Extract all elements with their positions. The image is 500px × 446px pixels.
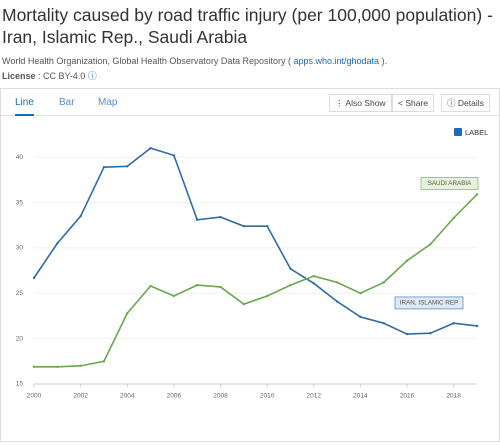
- y-tick-label: 15: [16, 381, 24, 388]
- x-tick-label: 2006: [167, 393, 182, 400]
- x-tick-label: 2008: [213, 393, 228, 400]
- data-point: [475, 324, 479, 328]
- y-tick-label: 20: [16, 335, 24, 342]
- data-point: [102, 360, 106, 363]
- data-point: [382, 322, 385, 325]
- data-point: [359, 315, 362, 319]
- data-point: [335, 300, 339, 303]
- series-line: [33, 147, 478, 335]
- tab-bar: Line Bar Map ⋮ Also Show < Share ⓘ Detai…: [1, 89, 499, 116]
- data-point: [196, 283, 199, 287]
- data-point: [359, 292, 362, 295]
- tab[interactable]: Map: [98, 97, 118, 108]
- license-label: License: [2, 71, 36, 81]
- button-label: Details: [457, 98, 484, 108]
- data-point: [312, 282, 315, 285]
- series-line: [34, 193, 478, 368]
- data-point: [289, 267, 292, 270]
- series-label: IRAN, ISLAMIC REP: [394, 296, 464, 310]
- data-point: [126, 165, 129, 168]
- series-label-text: IRAN, ISLAMIC REP: [400, 300, 458, 307]
- series-label-box: [420, 177, 479, 190]
- data-point: [102, 165, 106, 169]
- x-tick-label: 2018: [446, 393, 461, 400]
- button[interactable]: ⋮ Also Show: [329, 94, 392, 112]
- x-tick-label: 2002: [73, 393, 88, 400]
- y-tick-label: 35: [16, 199, 24, 206]
- source: World Health Organization, Global Health…: [2, 56, 291, 66]
- x-tick-label: 2000: [27, 393, 42, 400]
- data-point: [172, 294, 176, 298]
- data-point: [289, 283, 292, 287]
- label-toggle: LABEL: [465, 128, 488, 137]
- data-point: [405, 259, 409, 262]
- data-point: [265, 294, 269, 298]
- data-point: [32, 365, 36, 368]
- chart: LABEL 15 20 25 30 35 40 2000 2002 2004 2006 2008 20…: [16, 128, 489, 400]
- series-label-box: [394, 296, 464, 310]
- x-tick-label: 2016: [400, 393, 415, 400]
- data-point: [475, 193, 479, 196]
- source-link[interactable]: apps.who.int/ghodata: [293, 56, 380, 66]
- series-label: SAUDI ARABIA: [420, 177, 479, 190]
- data-point: [429, 243, 432, 246]
- page-title: Mortality caused by road traffic injury …: [2, 5, 493, 47]
- data-point: [149, 284, 152, 288]
- x-tick-label: 2012: [307, 393, 322, 400]
- y-tick-label: 25: [16, 290, 24, 297]
- data-point: [32, 276, 36, 280]
- source-end: ).: [381, 56, 388, 66]
- data-point: [242, 302, 246, 306]
- data-point: [196, 218, 199, 222]
- x-tick-label: 2004: [120, 393, 135, 400]
- data-point: [452, 322, 455, 325]
- data-point: [405, 332, 409, 336]
- data-point: [382, 281, 385, 284]
- chart-card: Line Bar Map ⋮ Also Show < Share ⓘ Detai…: [0, 88, 500, 442]
- button-label: Also Show: [345, 98, 386, 108]
- tab[interactable]: Line: [15, 97, 34, 116]
- data-point: [242, 224, 246, 228]
- data-point: [429, 332, 432, 335]
- button-label: Share: [405, 98, 429, 108]
- data-point: [79, 214, 82, 218]
- data-point: [56, 242, 59, 245]
- data-point: [312, 274, 315, 278]
- tab[interactable]: Bar: [59, 97, 75, 108]
- data-point: [335, 281, 339, 284]
- x-tick-label: 2014: [353, 393, 368, 400]
- button[interactable]: ⓘ Details: [441, 94, 490, 112]
- source-line: World Health Organization, Global Health…: [2, 54, 498, 69]
- data-point: [79, 364, 82, 368]
- y-tick-label: 40: [16, 154, 24, 161]
- data-point: [172, 154, 176, 157]
- y-tick-label: 30: [16, 245, 24, 252]
- x-tick-label: 2010: [260, 393, 275, 400]
- license: : CC BY-4.0: [38, 71, 86, 81]
- data-point: [452, 216, 455, 220]
- data-point: [265, 224, 269, 228]
- button[interactable]: < Share: [392, 94, 435, 112]
- checkbox[interactable]: [454, 128, 462, 136]
- data-point: [56, 365, 59, 368]
- data-point: [219, 215, 222, 219]
- series-label-text: SAUDI ARABIA: [428, 180, 473, 187]
- data-point: [219, 285, 222, 289]
- data-point: [149, 146, 152, 150]
- data-point: [126, 312, 129, 315]
- page: Mortality caused by road traffic injury …: [0, 4, 500, 446]
- license-line: License : CC BY-4.0 ⓘ: [2, 71, 97, 81]
